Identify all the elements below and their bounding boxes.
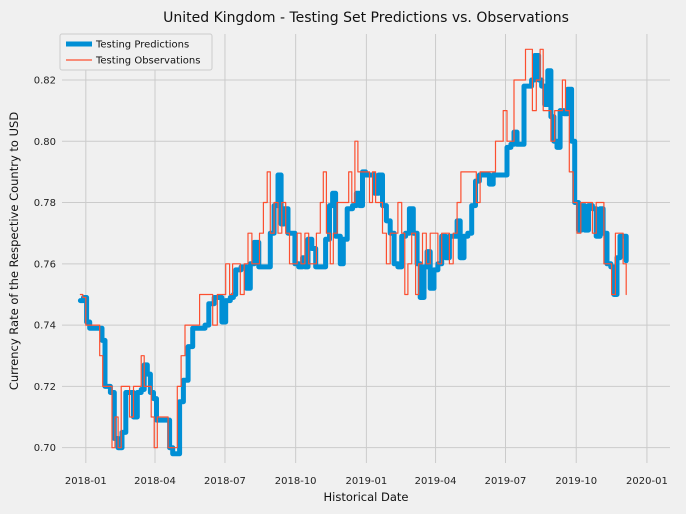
y-tick-label: 0.74 (34, 321, 56, 332)
legend-label-observations: Testing Observations (95, 56, 200, 67)
x-axis-label: Historical Date (323, 490, 408, 504)
x-tick-label: 2019-01 (345, 476, 387, 487)
y-tick-label: 0.80 (34, 137, 56, 148)
y-tick-label: 0.70 (34, 443, 56, 454)
y-axis-label: Currency Rate of the Respective Country … (7, 112, 21, 390)
legend: Testing Predictions Testing Observations (59, 33, 213, 71)
y-tick-label: 0.82 (34, 75, 56, 86)
tick-labels: 0.70 0.72 0.74 0.76 0.78 0.80 0.82 2018-01 2018-… (34, 75, 668, 487)
series-layer (77, 48, 629, 457)
legend-label-predictions: Testing Predictions (95, 40, 189, 51)
y-tick-label: 0.78 (34, 198, 56, 209)
series-line-predictions (77, 53, 629, 457)
x-tick-label: 2018-04 (134, 476, 176, 487)
series-line-observations (79, 48, 627, 449)
x-tick-label: 2019-07 (485, 476, 527, 487)
y-tick-label: 0.76 (34, 259, 56, 270)
chart-title: United Kingdom - Testing Set Predictions… (163, 10, 569, 26)
y-tick-label: 0.72 (34, 382, 56, 393)
x-tick-label: 2018-01 (65, 476, 107, 487)
x-tick-label: 2018-07 (204, 476, 246, 487)
x-tick-label: 2020-01 (626, 476, 668, 487)
x-tick-label: 2019-10 (555, 476, 597, 487)
x-tick-label: 2019-04 (415, 476, 457, 487)
legend-box (59, 33, 213, 71)
x-tick-label: 2018-10 (275, 476, 317, 487)
